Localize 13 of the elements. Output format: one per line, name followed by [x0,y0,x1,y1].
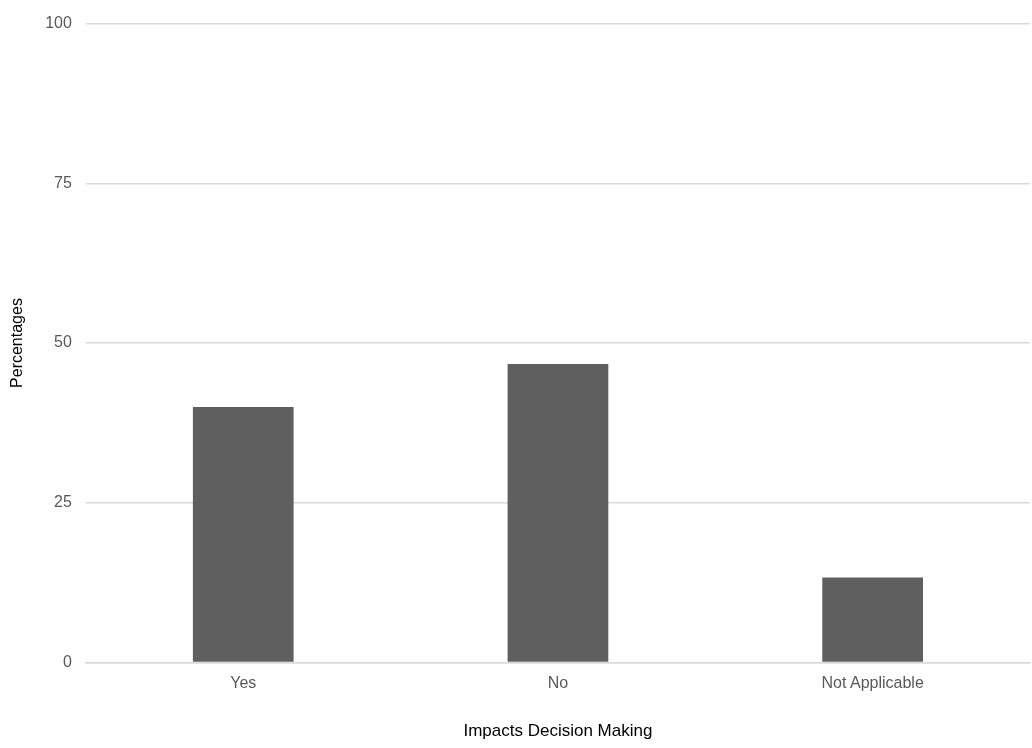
x-axis-title: Impacts Decision Making [463,721,653,741]
y-tick-label: 50 [54,333,72,351]
y-axis-title: Percentages [8,298,26,388]
y-tick-label: 75 [54,173,72,191]
bar [507,364,609,662]
y-tick-label: 25 [54,493,72,511]
y-tick-label: 100 [45,14,72,32]
bar [822,577,923,662]
y-tick-label: 0 [62,652,72,670]
bar [192,406,294,662]
x-tick-label: Not Applicable [821,674,924,692]
x-tick-label: Yes [230,674,257,692]
x-tick-label: No [547,674,569,692]
